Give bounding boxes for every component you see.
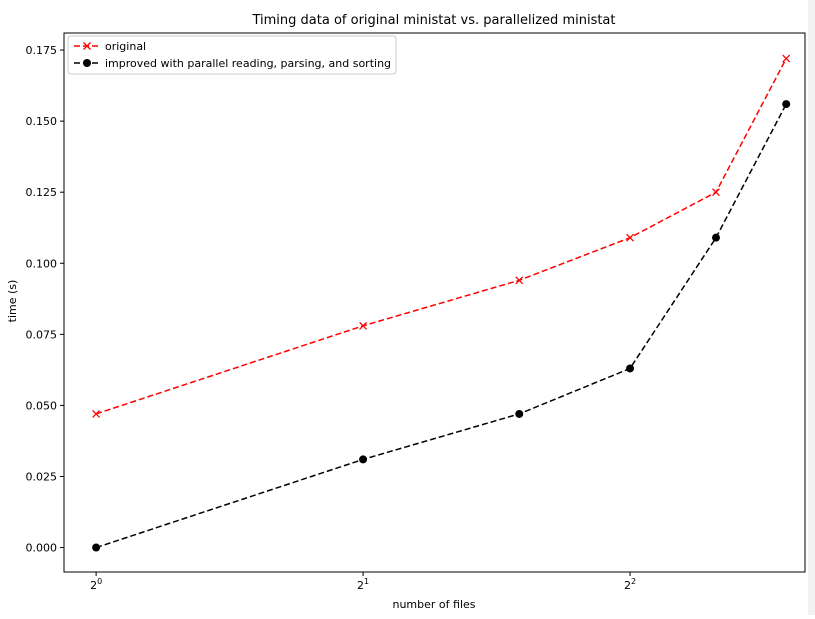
- legend-label-2: improved with parallel reading, parsing,…: [105, 57, 391, 70]
- data-point-2: [782, 100, 791, 109]
- x-tick-label: 20: [90, 577, 102, 592]
- plot-area: 0.000 0.025 0.050 0.075 0.100 0.125 0.150 0.175…: [26, 32, 806, 592]
- x-tick-label: 21: [357, 577, 369, 592]
- y-tick-label: 0.175: [26, 44, 58, 57]
- y-tick-label: 0.075: [26, 328, 58, 341]
- data-point-2: [92, 543, 101, 552]
- legend-marker-1: [83, 42, 91, 50]
- figure-edge: [808, 0, 815, 615]
- axes-frame: [63, 32, 806, 573]
- data-point-2: [515, 409, 524, 418]
- legend-marker-2: [83, 59, 91, 67]
- data-point-1: [359, 321, 368, 330]
- y-tick-label: 0.025: [26, 470, 58, 483]
- data-point-1: [515, 276, 524, 285]
- x-axis-label: number of files: [392, 598, 475, 611]
- legend-label-1: original: [105, 40, 146, 53]
- data-point-2: [626, 364, 635, 373]
- chart-title: Timing data of original ministat vs. par…: [251, 13, 615, 28]
- data-point-2: [359, 455, 368, 464]
- data-point-1: [712, 188, 720, 197]
- y-tick-label: 0.000: [26, 542, 58, 555]
- y-tick-label: 0.150: [26, 115, 58, 128]
- data-point-1: [782, 54, 791, 63]
- y-axis-label: time (s): [6, 280, 19, 323]
- y-tick-label: 0.050: [26, 399, 58, 412]
- series-line-1: [95, 58, 787, 415]
- legend-box: [67, 35, 397, 75]
- series-line-2: [95, 103, 787, 549]
- y-tick-label: 0.100: [26, 257, 58, 270]
- data-point-1: [92, 409, 101, 418]
- data-point-1: [626, 233, 635, 242]
- y-tick-label: 0.125: [26, 186, 58, 199]
- x-tick-label: 22: [624, 577, 636, 592]
- data-point-2: [711, 233, 720, 242]
